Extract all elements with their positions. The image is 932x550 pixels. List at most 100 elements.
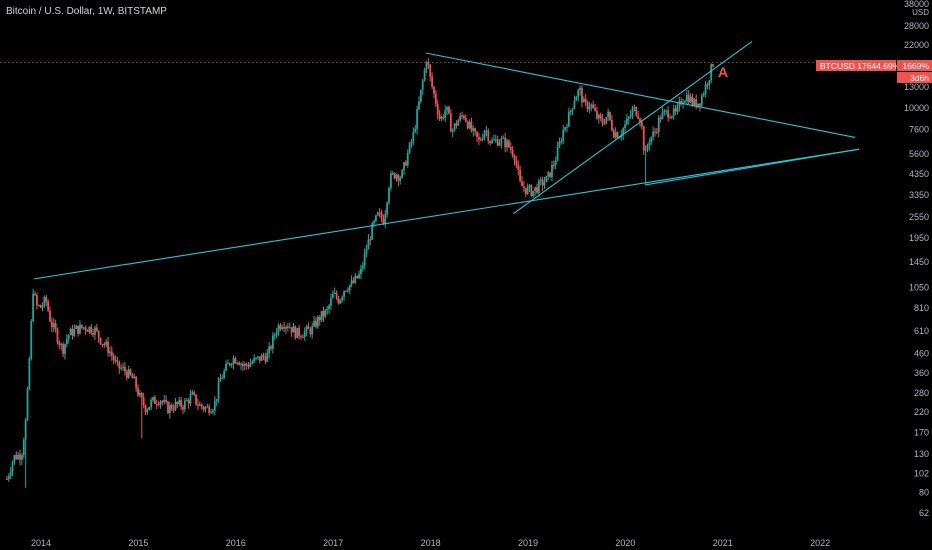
candle-body xyxy=(346,290,349,292)
candle-body xyxy=(146,409,149,413)
candle-body xyxy=(138,393,141,396)
candle-body xyxy=(592,104,595,109)
candle-body xyxy=(328,305,330,310)
candle-body xyxy=(163,400,166,403)
candle-body xyxy=(129,369,132,375)
price-tick-label: 3350 xyxy=(909,190,929,200)
candle-body xyxy=(669,117,671,119)
candle-body xyxy=(142,397,145,406)
candle-body xyxy=(79,324,81,334)
candle-body xyxy=(35,294,38,306)
candle-body xyxy=(646,145,649,149)
candle-body xyxy=(307,326,310,329)
candle-body xyxy=(485,130,488,132)
candle-body xyxy=(127,369,130,378)
candle-body xyxy=(236,362,239,364)
candle-body xyxy=(322,311,325,317)
candle-body xyxy=(640,122,643,127)
candle-body xyxy=(337,297,340,304)
candle-body xyxy=(17,454,20,460)
candle-body xyxy=(504,137,507,148)
candle-body xyxy=(341,296,344,301)
candle-body xyxy=(95,327,98,331)
candle-body xyxy=(389,173,392,189)
candle-body xyxy=(260,355,263,361)
candle-body xyxy=(581,88,583,103)
candle-body xyxy=(395,175,398,179)
candle-body xyxy=(279,325,282,330)
candle-body xyxy=(6,478,8,480)
candle-body xyxy=(539,179,542,181)
price-tag-value: 1669% xyxy=(903,61,930,71)
candle-body xyxy=(676,106,679,112)
candle-body xyxy=(298,327,301,337)
candle-body xyxy=(19,454,21,460)
candle-body xyxy=(616,132,619,138)
candle-body xyxy=(37,305,40,307)
candle-body xyxy=(15,455,18,460)
candle-body xyxy=(573,100,576,109)
candle-body xyxy=(455,123,458,126)
candle-body xyxy=(631,108,634,116)
candle-body xyxy=(552,165,555,167)
candle-body xyxy=(699,103,701,106)
candle-body xyxy=(200,404,203,407)
candle-body xyxy=(333,292,336,294)
candle-body xyxy=(140,393,143,398)
candle-body xyxy=(577,90,580,97)
candle-body xyxy=(144,405,147,413)
price-tick-label: 1950 xyxy=(909,233,929,243)
candle-body xyxy=(429,64,432,77)
candle-body xyxy=(135,376,138,389)
time-tick-label: 2017 xyxy=(323,538,343,548)
candle-body xyxy=(176,401,179,405)
candle-body xyxy=(571,108,574,111)
candle-body xyxy=(509,147,512,150)
candle-body xyxy=(180,400,183,407)
candle-body xyxy=(153,397,156,404)
candle-body xyxy=(112,355,115,361)
candle-body xyxy=(534,187,537,192)
candle-body xyxy=(549,172,552,178)
candle-body xyxy=(64,343,66,354)
candle-body xyxy=(537,180,540,193)
candle-body xyxy=(414,128,417,132)
candle-body xyxy=(421,80,424,90)
candle-body xyxy=(397,175,400,181)
candle-body xyxy=(11,461,14,472)
candle-body xyxy=(678,100,681,107)
candle-body xyxy=(506,140,508,148)
candle-body xyxy=(691,96,694,106)
candle-body xyxy=(416,109,419,129)
candle-body xyxy=(71,328,74,336)
candle-body xyxy=(292,326,295,333)
candle-body xyxy=(316,316,319,327)
candle-body xyxy=(198,404,201,406)
candle-body xyxy=(521,181,523,187)
candle-body xyxy=(195,394,197,405)
candle-body xyxy=(204,407,207,410)
candle-body xyxy=(476,131,478,137)
candle-body xyxy=(116,360,119,362)
candle-body xyxy=(365,249,368,254)
candle-body xyxy=(672,108,675,117)
candle-body xyxy=(483,130,486,139)
candle-body xyxy=(161,401,164,403)
candle-body xyxy=(408,143,411,153)
candle-body xyxy=(281,327,284,330)
candle-body xyxy=(41,305,44,308)
candle-body xyxy=(219,378,222,382)
candle-body xyxy=(47,301,50,311)
candle-body xyxy=(466,121,469,129)
candle-body xyxy=(13,455,16,462)
candle-body xyxy=(685,94,688,102)
candle-body xyxy=(639,118,641,123)
candle-body xyxy=(594,108,596,111)
candle-body xyxy=(575,96,578,101)
candle-body xyxy=(271,335,274,349)
candle-body xyxy=(300,336,302,338)
candle-body xyxy=(212,410,214,413)
candle-body xyxy=(148,406,151,410)
candle-body xyxy=(187,400,190,404)
